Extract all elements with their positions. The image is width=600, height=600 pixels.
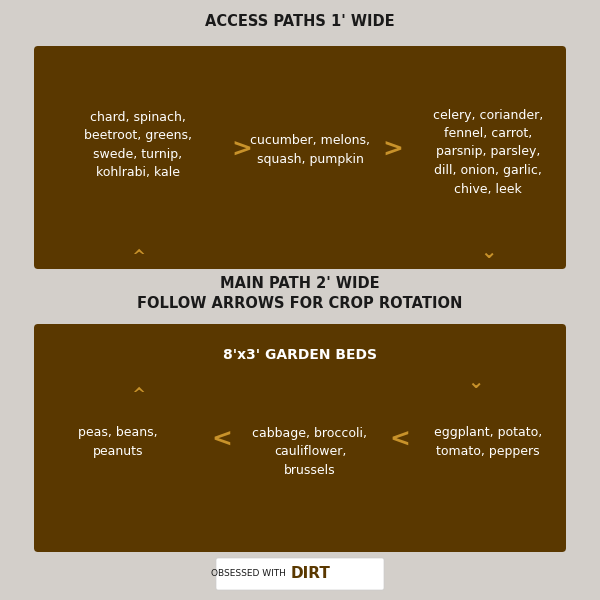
Text: OBSESSED WITH: OBSESSED WITH [211,569,289,578]
Text: chard, spinach,
beetroot, greens,
swede, turnip,
kohlrabi, kale: chard, spinach, beetroot, greens, swede,… [84,111,192,179]
Text: ‸: ‸ [131,235,145,254]
Text: ‸: ‸ [131,373,145,391]
FancyBboxPatch shape [216,558,384,590]
Text: cucumber, melons,
squash, pumpkin: cucumber, melons, squash, pumpkin [250,134,370,166]
Text: MAIN PATH 2' WIDE: MAIN PATH 2' WIDE [220,275,380,290]
FancyBboxPatch shape [34,324,566,552]
Text: cabbage, broccoli,
cauliflower,
brussels: cabbage, broccoli, cauliflower, brussels [253,427,367,477]
Text: 8'x3' GARDEN BEDS: 8'x3' GARDEN BEDS [223,348,377,362]
Text: >: > [383,138,403,162]
Text: peas, beans,
peanuts: peas, beans, peanuts [78,426,158,458]
Text: ⌄: ⌄ [467,373,483,391]
Text: eggplant, potato,
tomato, peppers: eggplant, potato, tomato, peppers [434,426,542,458]
Text: celery, coriander,
fennel, carrot,
parsnip, parsley,
dill, onion, garlic,
chive,: celery, coriander, fennel, carrot, parsn… [433,109,543,196]
Text: DIRT: DIRT [291,566,331,581]
Text: >: > [232,138,253,162]
Text: <: < [389,428,410,452]
Text: FOLLOW ARROWS FOR CROP ROTATION: FOLLOW ARROWS FOR CROP ROTATION [137,295,463,311]
Text: ⌄: ⌄ [480,242,496,262]
FancyBboxPatch shape [34,46,566,269]
Text: <: < [212,428,232,452]
Text: ACCESS PATHS 1' WIDE: ACCESS PATHS 1' WIDE [205,14,395,29]
